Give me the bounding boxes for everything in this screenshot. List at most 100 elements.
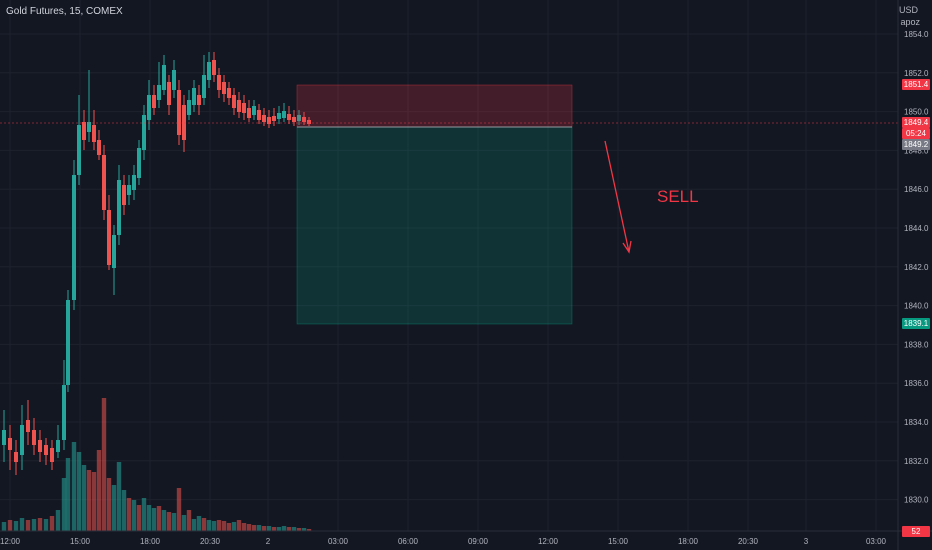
candle-body xyxy=(287,114,291,120)
candle-body xyxy=(192,88,196,105)
candle-body xyxy=(202,75,206,98)
time-tick-label: 03:00 xyxy=(328,537,349,546)
volume-bar xyxy=(136,505,142,531)
stop-loss-zone[interactable] xyxy=(296,84,573,128)
candle-body xyxy=(132,175,136,190)
volume-bar xyxy=(31,519,37,531)
price-tick-label: 1854.0 xyxy=(904,30,929,39)
price-axis[interactable]: 1854.0 1852.0 1850.0 1848.0 1846.0 1844.0 1842… xyxy=(904,30,929,505)
take-profit-zone[interactable] xyxy=(296,126,573,325)
sell-arrow-head xyxy=(622,240,632,254)
time-tick-label: 09:00 xyxy=(468,537,489,546)
price-tick-label: 1850.0 xyxy=(904,108,929,117)
candle-body xyxy=(8,438,12,450)
volume-bar xyxy=(171,513,177,531)
volume-bar xyxy=(106,478,112,531)
candle-body xyxy=(212,60,216,75)
candle-body xyxy=(137,148,141,178)
candle-body xyxy=(182,105,186,140)
price-tick-label: 1848.0 xyxy=(904,146,929,155)
volume-bar xyxy=(131,500,137,531)
volume-bar xyxy=(166,512,172,531)
currency-label[interactable]: USD xyxy=(898,5,918,15)
time-tick-label: 03:00 xyxy=(866,537,887,546)
volume-bar xyxy=(37,518,43,531)
volume-bar xyxy=(49,516,55,531)
volume-bar xyxy=(221,521,227,531)
volume-bar xyxy=(71,442,77,531)
volume-bar xyxy=(13,521,19,531)
volume-bar xyxy=(181,515,187,531)
volume-bar xyxy=(151,508,157,531)
candle-body xyxy=(82,122,86,140)
volume-bar xyxy=(206,520,212,531)
candle-body xyxy=(44,445,48,455)
price-tick-label: 1834.0 xyxy=(904,418,929,427)
candle-body xyxy=(97,140,101,155)
volume-bar xyxy=(65,458,71,531)
candle-body xyxy=(277,113,281,119)
time-tick-label: 06:00 xyxy=(398,537,419,546)
chart-title: Gold Futures, 15, COMEX xyxy=(6,6,123,17)
candle-body xyxy=(147,95,151,120)
sell-arrow[interactable] xyxy=(604,140,630,253)
volume-bar xyxy=(146,505,152,531)
candle-body xyxy=(247,108,251,118)
volume-bar xyxy=(286,527,292,531)
candle-body xyxy=(2,430,6,445)
price-tick-label: 1852.0 xyxy=(904,69,929,78)
candle-body xyxy=(167,82,171,105)
price-tick-label: 1838.0 xyxy=(904,340,929,349)
volume-bar xyxy=(86,470,92,531)
time-tick-label: 15:00 xyxy=(70,537,91,546)
time-axis[interactable]: 12:00 15:00 18:00 20:30 2 03:00 06:00 09:00 12:0… xyxy=(0,537,887,546)
volume-bar xyxy=(81,465,87,531)
volume-bar xyxy=(236,520,242,531)
volume-bar xyxy=(111,485,117,531)
volume-bar xyxy=(261,526,267,531)
volume-bar xyxy=(216,520,222,531)
volume-bar xyxy=(231,522,237,531)
volume-bar xyxy=(161,510,167,531)
bar-countdown-tag: 05:24 xyxy=(902,128,930,139)
volume-bar xyxy=(246,524,252,531)
time-tick-label: 12:00 xyxy=(0,537,21,546)
volume-bar xyxy=(7,520,13,531)
volume-bar xyxy=(256,525,262,531)
volume-bar xyxy=(101,398,107,531)
candle-body xyxy=(142,115,146,150)
candle-body xyxy=(297,115,301,121)
candle-body xyxy=(237,100,241,112)
candle-body xyxy=(282,111,286,118)
price-tick-label: 1842.0 xyxy=(904,263,929,272)
volume-bar xyxy=(281,526,287,531)
candle-body xyxy=(197,95,201,105)
time-tick-label: 20:30 xyxy=(200,537,221,546)
volume-bar xyxy=(196,516,202,531)
price-tick-label: 1830.0 xyxy=(904,496,929,505)
candle-body xyxy=(102,155,106,210)
candle-body xyxy=(77,125,81,175)
price-tick-label: 1844.0 xyxy=(904,224,929,233)
candle-body xyxy=(117,180,121,235)
candle-body xyxy=(232,95,236,108)
volume-bars xyxy=(1,398,312,531)
candle-body xyxy=(257,110,261,120)
volume-bar xyxy=(201,518,207,531)
candle-body xyxy=(14,452,18,462)
volume-bar xyxy=(96,450,102,531)
candle-body xyxy=(87,122,91,132)
candle-body xyxy=(20,425,24,455)
volume-bar xyxy=(25,520,31,531)
volume-bar xyxy=(121,490,127,531)
price-tick-label: 1846.0 xyxy=(904,185,929,194)
time-tick-label: 15:00 xyxy=(608,537,629,546)
sell-annotation[interactable]: SELL xyxy=(657,187,699,206)
candle-body xyxy=(107,210,111,265)
candle-body xyxy=(222,82,226,94)
candle-body xyxy=(72,175,76,300)
candle-body xyxy=(92,125,96,142)
volume-bar xyxy=(271,527,277,531)
volume-bar xyxy=(211,521,217,531)
